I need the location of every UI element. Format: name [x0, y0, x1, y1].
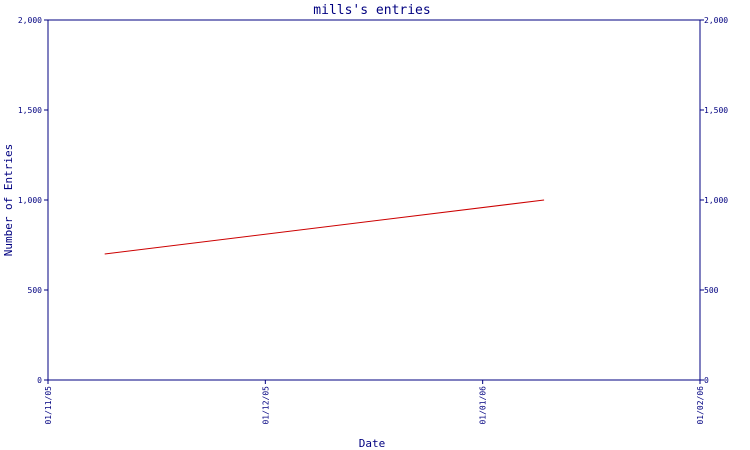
y-tick-label-left: 1,000 [18, 196, 42, 205]
y-tick-label-left: 2,000 [18, 16, 42, 25]
chart-title: mills's entries [313, 3, 430, 18]
x-axis: 01/11/05 01/12/05 01/01/06 01/02/06 [44, 380, 705, 425]
y-tick-label-right: 1,500 [704, 106, 728, 115]
x-tick-label: 01/11/05 [44, 386, 53, 425]
y-axis-right: 0 500 1,000 1,500 2,000 [700, 16, 728, 385]
x-tick-label: 01/01/06 [479, 386, 488, 425]
y-axis-left: 0 500 1,000 1,500 2,000 [18, 16, 48, 385]
y-tick-label-left: 500 [28, 286, 43, 295]
y-tick-label-right: 500 [704, 286, 719, 295]
x-tick-label: 01/02/06 [696, 386, 705, 425]
plot-area [47, 19, 701, 381]
y-tick-label-right: 2,000 [704, 16, 728, 25]
y-tick-label-right: 0 [704, 376, 709, 385]
series-layer [104, 199, 545, 255]
series-line [104, 199, 545, 255]
y-tick-label-left: 1,500 [18, 106, 42, 115]
y-tick-label-right: 1,000 [704, 196, 728, 205]
y-axis-title: Number of Entries [2, 144, 15, 257]
x-tick-label: 01/12/05 [261, 386, 270, 425]
x-axis-title: Date [359, 437, 386, 450]
y-tick-label-left: 0 [37, 376, 42, 385]
